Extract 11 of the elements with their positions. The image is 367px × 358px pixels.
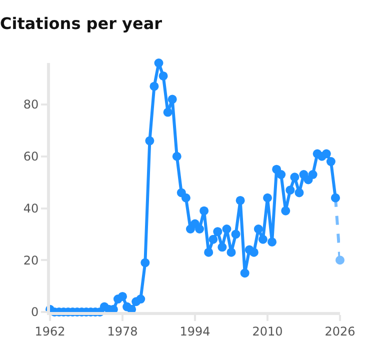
y-tick-label: 40 xyxy=(23,201,39,216)
x-tick-label: 1962 xyxy=(34,324,66,338)
x-tick-label: 1978 xyxy=(107,324,138,338)
y-tick-label: 60 xyxy=(23,150,39,164)
chart-title: Citations per year xyxy=(0,14,162,34)
y-tick-label: 0 xyxy=(30,305,39,320)
x-tick-label: 2010 xyxy=(252,324,283,338)
y-tick-label: 80 xyxy=(23,98,39,112)
y-tick-label: 20 xyxy=(23,253,39,268)
x-tick-label: 1994 xyxy=(180,324,210,338)
x-tick-label: 2026 xyxy=(324,324,356,338)
